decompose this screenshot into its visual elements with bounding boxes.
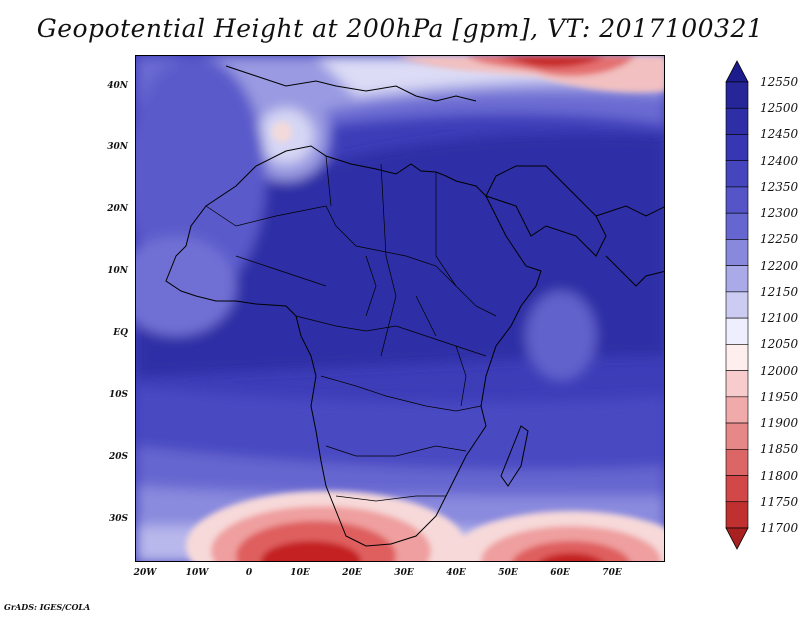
colorbar-level-label: 12250 (760, 232, 799, 247)
ocean-patch (526, 291, 596, 381)
colorbar-level-label: 12150 (760, 284, 799, 299)
lat-label-30s: 30S (108, 514, 128, 524)
colorbar-segment (725, 265, 749, 293)
lat-label-30n: 30N (107, 142, 128, 152)
colorbar-level-label: 11950 (760, 389, 799, 404)
lon-label-30e: 30E (394, 568, 414, 578)
colorbar-level-label: 11800 (760, 468, 799, 483)
colorbar-level-label: 12000 (760, 363, 799, 378)
colorbar-segment (725, 134, 749, 162)
country-borders (205, 155, 497, 502)
colorbar-segment (725, 448, 749, 476)
map-field (136, 56, 664, 561)
lat-label-10s: 10S (108, 390, 128, 400)
colorbar-level-label: 12100 (760, 311, 799, 326)
colorbar-bottom-arrow (725, 527, 749, 550)
colorbar-segment (725, 160, 749, 188)
map-panel (135, 55, 665, 562)
colorbar-level-label: 11750 (760, 494, 799, 509)
lon-label-10e: 10E (290, 568, 310, 578)
colorbar-level-label: 12300 (760, 206, 799, 221)
colorbar-top-arrow (725, 60, 749, 83)
colorbar-level-label: 12450 (760, 127, 799, 142)
colorbar-segment (725, 291, 749, 319)
colorbar-level-label: 11900 (760, 416, 799, 431)
lon-label-20e: 20E (342, 568, 362, 578)
lon-label-20w: 20W (133, 568, 157, 578)
colorbar-segment (725, 422, 749, 450)
lon-label-10w: 10W (185, 568, 209, 578)
lat-label-40n: 40N (107, 81, 128, 91)
colorbar-level-label: 12350 (760, 179, 799, 194)
lat-label-10n: 10N (107, 266, 128, 276)
chart-title: Geopotential Height at 200hPa [gpm], VT:… (36, 14, 764, 43)
colorbar-level-label: 12050 (760, 337, 799, 352)
lat-label-20s: 20S (108, 452, 128, 462)
colorbar-level-label: 12200 (760, 258, 799, 273)
colorbar-segment (725, 475, 749, 503)
colorbar-segment (725, 107, 749, 135)
lon-label-40e: 40E (446, 568, 466, 578)
colorbar-level-label: 12550 (760, 75, 799, 89)
colorbar (725, 60, 749, 550)
colorbar-segment (725, 396, 749, 424)
colorbar-segment (725, 186, 749, 214)
colorbar-segment (725, 239, 749, 266)
colorbar-level-label: 12500 (760, 101, 799, 116)
lat-label-20n: 20N (107, 204, 128, 214)
grads-credit: GrADS: IGES/COLA (4, 602, 91, 612)
lon-label-50e: 50E (498, 568, 518, 578)
lon-label-70e: 70E (602, 568, 622, 578)
lon-label-60e: 60E (550, 568, 570, 578)
colorbar-segment (725, 212, 749, 240)
lat-label-eq: EQ (113, 328, 128, 338)
coastlines (165, 65, 664, 547)
colorbar-level-label: 11850 (760, 442, 799, 457)
colorbar-level-label: 12400 (760, 153, 799, 168)
colorbar-segment (725, 344, 749, 371)
colorbar-segment (725, 81, 749, 109)
colorbar-level-label: 11700 (760, 521, 799, 535)
colorbar-segment (725, 317, 749, 345)
lon-label-0: 0 (245, 568, 253, 578)
colorbar-segment (725, 501, 749, 529)
colorbar-segment (725, 370, 749, 398)
